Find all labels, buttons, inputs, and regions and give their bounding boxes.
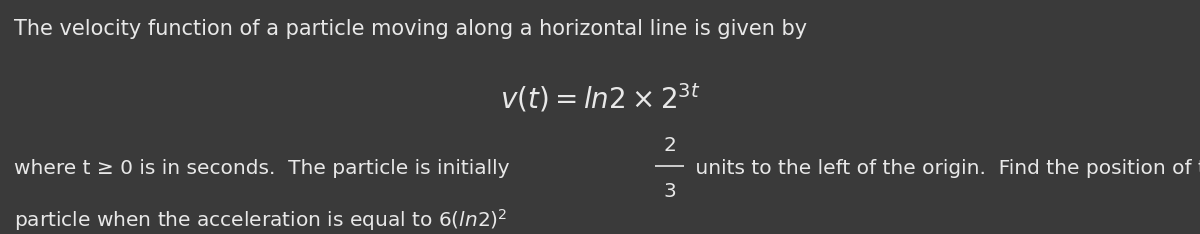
- Text: The velocity function of a particle moving along a horizontal line is given by: The velocity function of a particle movi…: [14, 19, 808, 39]
- Text: particle when the acceleration is equal to $6(\mathit{ln}2)^{2}$: particle when the acceleration is equal …: [14, 207, 508, 233]
- Text: where t ≥ 0 is in seconds.  The particle is initially: where t ≥ 0 is in seconds. The particle …: [14, 159, 516, 178]
- Text: units to the left of the origin.  Find the position of the: units to the left of the origin. Find th…: [689, 159, 1200, 178]
- Text: $\mathit{v}(\mathit{t}) = \mathit{ln}2 \times 2^{3t}$: $\mathit{v}(\mathit{t}) = \mathit{ln}2 \…: [499, 82, 701, 115]
- Text: 2: 2: [664, 135, 676, 155]
- Text: 3: 3: [664, 182, 676, 201]
